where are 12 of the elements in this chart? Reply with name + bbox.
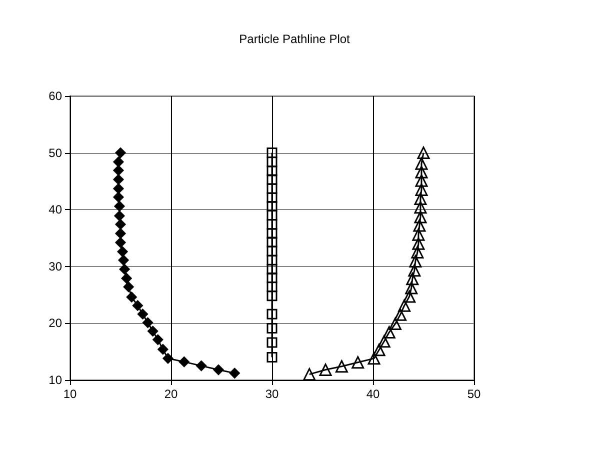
x-tick-label: 30 <box>265 387 279 401</box>
x-tick-label: 10 <box>63 387 77 401</box>
y-tick-label: 20 <box>48 316 62 330</box>
x-tick-label: 50 <box>467 387 481 401</box>
x-tick-label: 20 <box>164 387 178 401</box>
y-tick-label: 30 <box>48 259 62 274</box>
y-tick-label: 50 <box>48 146 62 160</box>
y-tick-label: 10 <box>48 373 62 387</box>
y-tick-label: 40 <box>48 202 62 217</box>
y-tick-label: 60 <box>48 89 62 103</box>
x-tick-label: 40 <box>366 387 380 401</box>
chart-title: Particle Pathline Plot <box>239 32 351 46</box>
